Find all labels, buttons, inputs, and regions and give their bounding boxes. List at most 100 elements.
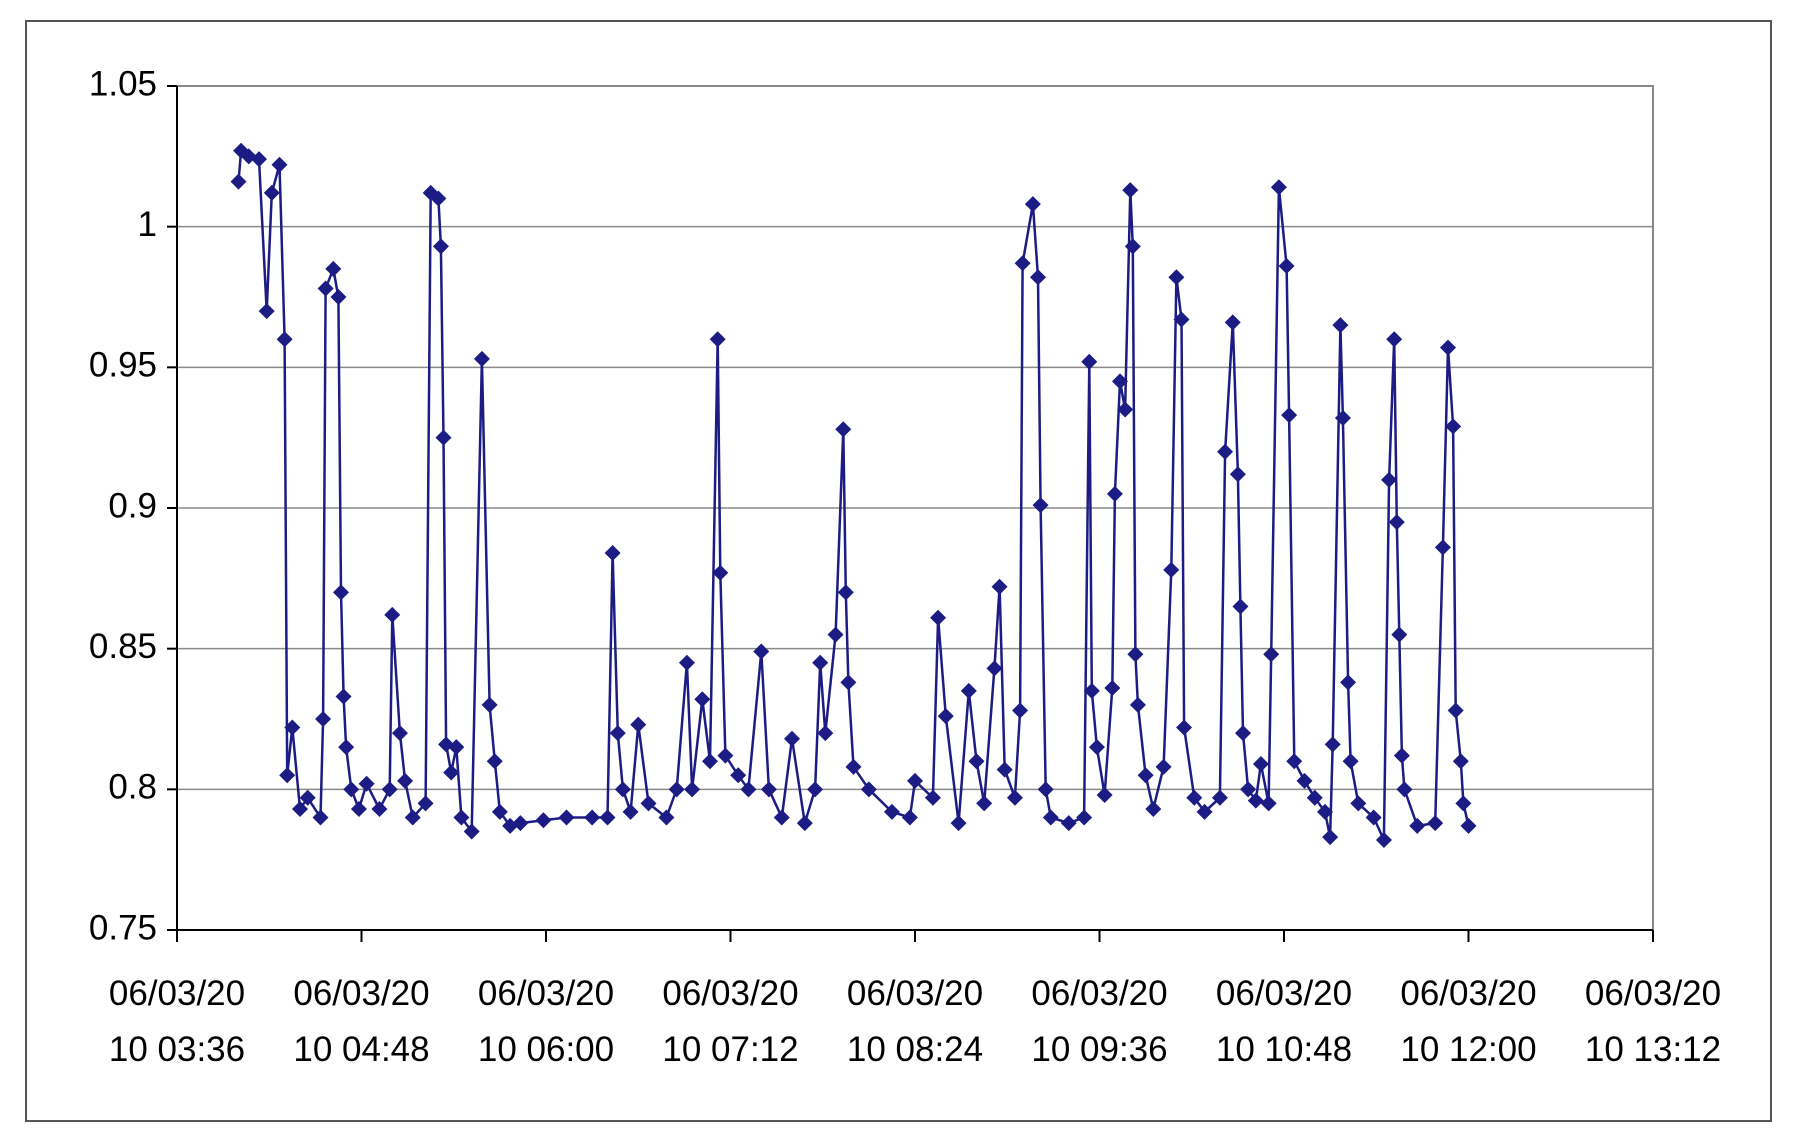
data-point	[930, 609, 947, 626]
data-point	[335, 688, 352, 705]
data-point	[535, 812, 552, 829]
y-tick-label: 0.85	[89, 627, 157, 666]
data-point	[694, 691, 711, 708]
data-point	[330, 289, 347, 305]
data-point	[1124, 238, 1141, 255]
data-point	[1296, 772, 1313, 789]
data-point	[1409, 817, 1426, 834]
data-point	[1224, 314, 1241, 331]
data-point	[1176, 719, 1193, 736]
data-point	[760, 781, 777, 798]
data-point	[827, 626, 844, 643]
y-tick-label: 0.95	[89, 346, 157, 385]
chart-frame	[25, 20, 1772, 1122]
y-tick-label: 0.9	[108, 486, 157, 525]
data-point	[609, 725, 626, 742]
data-point	[968, 753, 985, 770]
data-point	[1081, 353, 1098, 370]
data-point	[883, 803, 900, 820]
data-point	[1232, 598, 1249, 615]
data-point	[292, 801, 308, 818]
data-point	[404, 809, 421, 826]
data-point	[1196, 803, 1213, 820]
data-point	[740, 781, 757, 798]
data-point	[1391, 626, 1408, 643]
data-point	[860, 781, 877, 798]
data-point	[796, 815, 813, 832]
data-point	[1024, 196, 1041, 213]
data-point	[1030, 269, 1046, 286]
data-point	[1455, 795, 1472, 812]
data-point	[1240, 781, 1257, 798]
x-tick-label: 06/03/20 10 12:00	[1400, 974, 1536, 1069]
data-point	[317, 280, 334, 297]
data-point	[1278, 258, 1295, 275]
x-tick-label: 06/03/20 10 03:36	[109, 974, 245, 1069]
data-point	[640, 795, 657, 812]
data-point	[1186, 789, 1203, 806]
data-point	[1306, 789, 1323, 806]
data-point	[1375, 831, 1392, 848]
data-point	[1117, 401, 1134, 418]
data-point	[263, 184, 280, 201]
data-point	[924, 789, 941, 806]
data-point	[1006, 789, 1023, 806]
data-point	[1334, 409, 1351, 426]
data-point	[432, 238, 449, 255]
data-point	[397, 772, 414, 789]
data-point	[230, 173, 247, 190]
data-point	[1217, 443, 1234, 460]
data-point	[251, 151, 267, 168]
data-point	[1388, 514, 1405, 531]
data-point	[599, 809, 616, 826]
data-point	[584, 809, 601, 826]
y-tick-label: 1	[138, 205, 157, 244]
data-point	[417, 795, 434, 812]
data-point	[604, 545, 621, 562]
data-point	[1317, 803, 1333, 820]
data-point	[950, 815, 967, 832]
data-point	[1260, 795, 1277, 812]
data-point	[1445, 418, 1462, 435]
data-point	[1037, 781, 1054, 798]
data-point	[1434, 539, 1451, 556]
data-point	[630, 716, 647, 733]
data-point	[1104, 680, 1121, 697]
data-point	[996, 761, 1013, 778]
data-point	[350, 801, 367, 818]
data-point	[1096, 786, 1113, 803]
data-point	[435, 429, 452, 446]
data-point	[512, 815, 529, 832]
data-point	[1106, 485, 1123, 502]
data-point	[1281, 407, 1298, 424]
data-point	[1386, 331, 1403, 348]
data-point	[1012, 702, 1029, 719]
data-point	[622, 803, 639, 820]
y-tick-label: 0.75	[89, 908, 157, 947]
data-point	[1211, 789, 1228, 806]
data-point	[1340, 674, 1357, 691]
data-point	[258, 303, 275, 320]
x-tick-label: 06/03/20 10 08:24	[847, 974, 983, 1069]
data-point	[717, 747, 734, 764]
data-point	[358, 775, 375, 792]
data-point	[463, 823, 480, 840]
data-point	[271, 156, 288, 173]
data-point	[276, 331, 293, 348]
data-point	[658, 809, 675, 826]
data-point	[1014, 255, 1031, 272]
data-point	[1393, 747, 1410, 764]
data-point	[1252, 756, 1269, 773]
data-point	[684, 781, 701, 798]
data-point	[333, 584, 349, 601]
data-point	[338, 739, 355, 756]
data-point	[812, 654, 829, 671]
data-point	[960, 682, 977, 699]
data-point	[315, 711, 332, 727]
data-point	[817, 725, 834, 742]
data-point	[1332, 317, 1349, 334]
data-point	[702, 753, 718, 770]
data-point	[1137, 767, 1154, 784]
data-point	[1129, 696, 1146, 713]
